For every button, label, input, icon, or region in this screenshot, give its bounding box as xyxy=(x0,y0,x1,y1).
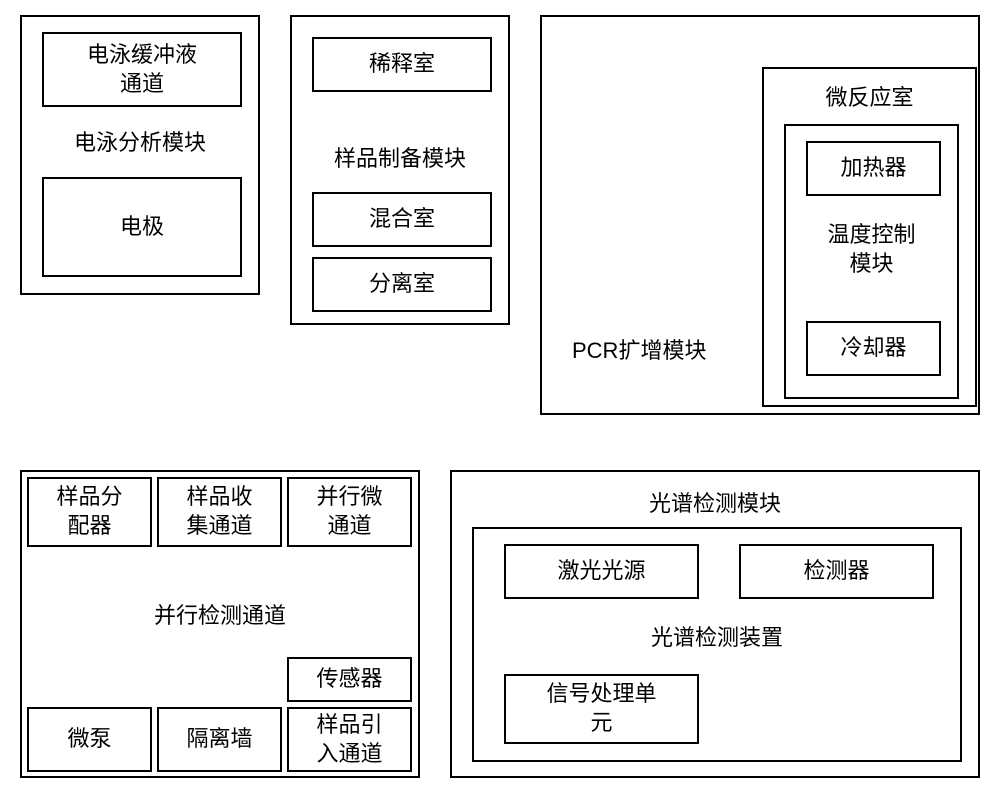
micro-reaction-label: 微反应室 xyxy=(764,84,975,113)
separation-box: 分离室 xyxy=(312,257,492,312)
electrode-label: 电极 xyxy=(120,213,164,242)
parallel-detect-module: 样品分 配器 样品收 集通道 并行微 通道 并行检测通道 传感器 微泵 隔离墙 … xyxy=(20,470,420,778)
electrophoresis-label: 电泳分析模块 xyxy=(22,129,258,158)
mixing-label: 混合室 xyxy=(369,205,435,234)
spectrum-device-label: 光谱检测装置 xyxy=(474,624,960,653)
signal-proc-box: 信号处理单 元 xyxy=(504,674,699,744)
pcr-module: PCR扩增模块 微反应室 加热器 温度控制 模块 冷却器 xyxy=(540,15,980,415)
micro-reaction-box: 微反应室 加热器 温度控制 模块 冷却器 xyxy=(762,67,977,407)
sample-prep-label: 样品制备模块 xyxy=(292,145,508,174)
cooler-label: 冷却器 xyxy=(840,334,906,363)
detector-label: 检测器 xyxy=(803,557,869,586)
laser-label: 激光光源 xyxy=(557,557,645,586)
separation-label: 分离室 xyxy=(369,270,435,299)
sensor-box: 传感器 xyxy=(287,657,412,702)
temp-control-label: 温度控制 模块 xyxy=(786,221,957,278)
sensor-label: 传感器 xyxy=(316,665,382,694)
distributor-label: 样品分 配器 xyxy=(56,483,122,540)
micro-channel-box: 并行微 通道 xyxy=(287,477,412,547)
spectrum-module: 光谱检测模块 激光光源 检测器 光谱检测装置 信号处理单 元 xyxy=(450,470,980,778)
temp-control-box: 加热器 温度控制 模块 冷却器 xyxy=(784,124,959,399)
sample-prep-module: 稀释室 样品制备模块 混合室 分离室 xyxy=(290,15,510,325)
micro-channel-label: 并行微 通道 xyxy=(316,483,382,540)
buffer-channel-label: 电泳缓冲液 通道 xyxy=(87,41,197,98)
spectrum-label: 光谱检测模块 xyxy=(452,490,978,519)
cooler-box: 冷却器 xyxy=(806,321,941,376)
dilution-box: 稀释室 xyxy=(312,37,492,92)
laser-box: 激光光源 xyxy=(504,544,699,599)
isolation-label: 隔离墙 xyxy=(186,725,252,754)
dilution-label: 稀释室 xyxy=(369,50,435,79)
buffer-channel-box: 电泳缓冲液 通道 xyxy=(42,32,242,107)
intro-channel-box: 样品引 入通道 xyxy=(287,707,412,772)
distributor-box: 样品分 配器 xyxy=(27,477,152,547)
parallel-detect-label: 并行检测通道 xyxy=(22,602,418,631)
collection-box: 样品收 集通道 xyxy=(157,477,282,547)
micropump-box: 微泵 xyxy=(27,707,152,772)
signal-proc-label: 信号处理单 元 xyxy=(546,680,656,737)
collection-label: 样品收 集通道 xyxy=(186,483,252,540)
detector-box: 检测器 xyxy=(739,544,934,599)
heater-label: 加热器 xyxy=(840,154,906,183)
micropump-label: 微泵 xyxy=(67,725,111,754)
pcr-label: PCR扩增模块 xyxy=(572,337,772,366)
heater-box: 加热器 xyxy=(806,141,941,196)
isolation-box: 隔离墙 xyxy=(157,707,282,772)
intro-channel-label: 样品引 入通道 xyxy=(316,711,382,768)
electrophoresis-module: 电泳缓冲液 通道 电泳分析模块 电极 xyxy=(20,15,260,295)
spectrum-device-box: 激光光源 检测器 光谱检测装置 信号处理单 元 xyxy=(472,527,962,762)
electrode-box: 电极 xyxy=(42,177,242,277)
mixing-box: 混合室 xyxy=(312,192,492,247)
